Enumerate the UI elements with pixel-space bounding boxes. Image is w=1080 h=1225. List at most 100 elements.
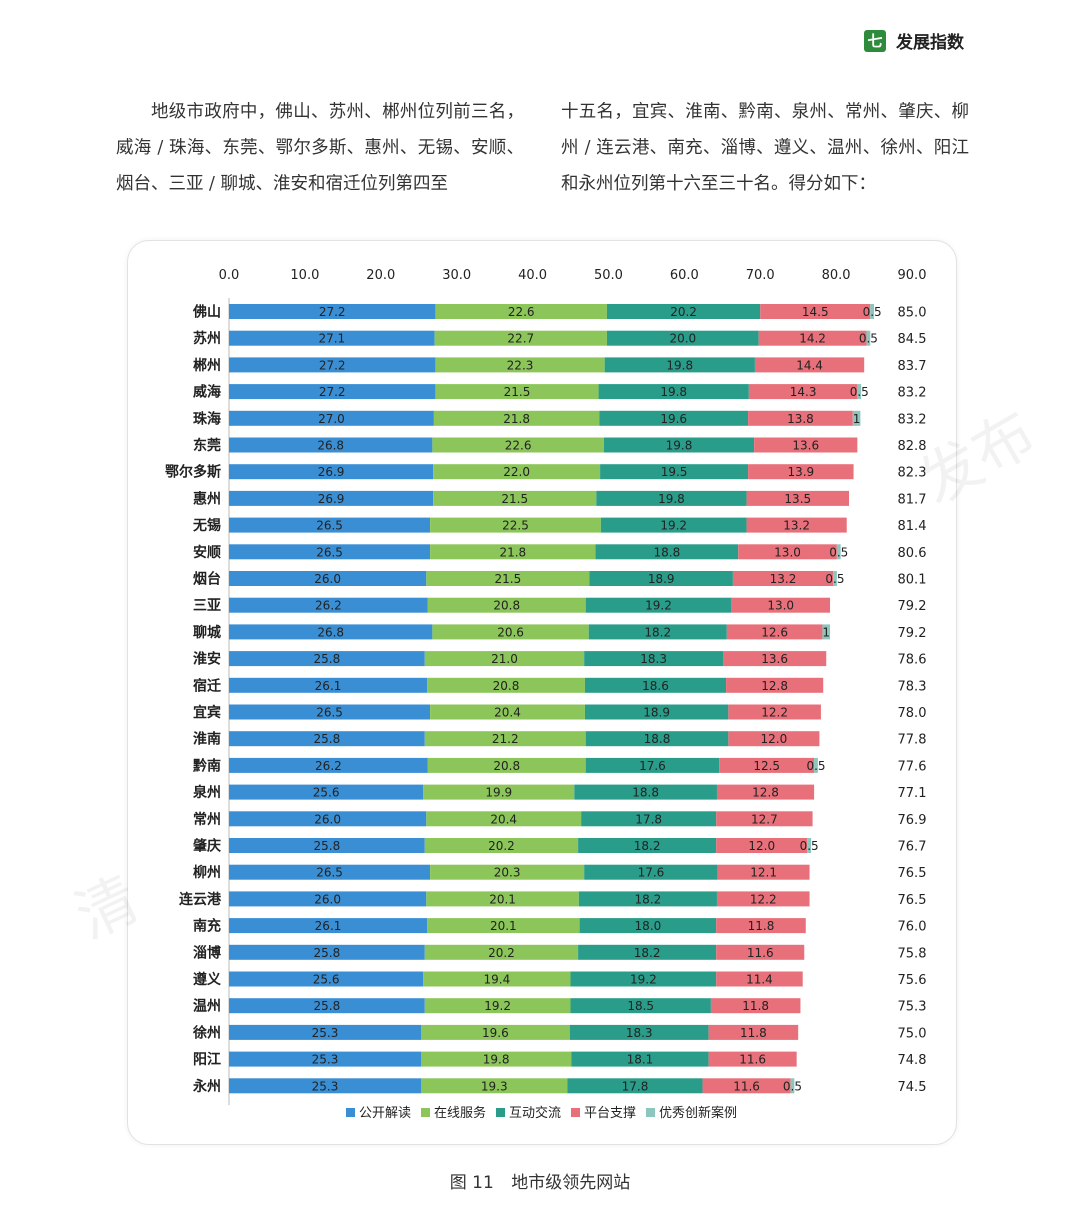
bar-segment [432,437,604,453]
data-label: 13.2 [783,519,810,533]
bar-segment [567,1078,703,1094]
data-label: 26.5 [316,545,343,559]
bar-segment [728,731,820,747]
bar-segment [569,1024,709,1040]
bar-segment [229,704,431,720]
bar-segment [585,731,729,747]
data-label: 20.0 [669,332,696,346]
category-label: 郴州 [193,357,221,374]
bar-segment [585,597,732,613]
data-label: 27.1 [318,332,345,346]
paragraph-right: 十五名，宜宾、淮南、黔南、泉州、常州、肇庆、柳州 / 连云港、南充、淄博、遵义、… [561,102,969,194]
bar-segment [229,410,434,426]
data-label: 11.4 [746,973,773,987]
data-label: 14.4 [796,358,823,372]
bar-segment [731,597,831,613]
total-label: 75.8 [898,946,927,961]
legend-swatch [346,1108,355,1117]
data-label: 27.2 [319,385,346,399]
bar-segment [229,357,436,373]
category-label: 肇庆 [193,838,221,855]
bar-segment [702,1078,791,1094]
bar-segment [719,757,815,773]
bar-segment [229,597,428,613]
total-label: 81.4 [898,519,927,534]
data-label: 17.8 [622,1079,649,1093]
data-label: 21.2 [492,732,519,746]
data-label: 25.8 [314,946,341,960]
bar-segment [748,384,858,400]
total-label: 82.8 [898,439,927,454]
data-label: 0.5 [825,572,844,586]
bar-segment [589,571,733,586]
data-label: 13.6 [792,439,819,453]
total-label: 83.2 [898,412,927,427]
bar-segment [584,864,718,880]
bar-segment [833,571,837,586]
bar-segment [229,784,424,800]
category-label: 黔南 [193,757,221,774]
bar-segment [814,757,818,773]
data-label: 18.0 [635,919,662,933]
bar-segment [604,357,755,373]
data-label: 21.8 [499,545,526,559]
data-label: 22.0 [503,465,530,479]
data-label: 12.2 [750,892,777,906]
x-tick-label: 40.0 [518,268,547,283]
data-label: 27.0 [318,412,345,426]
data-label: 19.2 [645,599,672,613]
data-label: 13.6 [761,652,788,666]
legend-swatch [421,1108,430,1117]
bar-segment [596,490,747,506]
bar-segment [754,437,858,453]
data-label: 21.5 [501,492,528,506]
bar-segment [716,971,803,987]
data-label: 11.8 [742,999,769,1013]
data-label: 11.6 [733,1079,760,1093]
bar-segment [426,571,590,586]
category-label: 宜宾 [193,704,221,721]
data-label: 26.8 [317,439,344,453]
data-label: 18.1 [627,1053,654,1067]
bar-segment [574,784,717,800]
bar-segment [748,410,853,426]
total-label: 77.8 [898,733,927,748]
total-label: 80.6 [898,546,927,561]
category-label: 烟台 [193,571,221,588]
category-label: 安顺 [193,544,221,561]
section-title: 发展指数 [896,33,964,53]
category-label: 惠州 [193,490,221,507]
bar-segment [857,384,862,400]
data-label: 14.2 [799,332,826,346]
total-label: 83.2 [898,386,927,401]
data-label: 26.5 [316,866,343,880]
bar-segment [430,704,585,720]
data-label: 21.5 [495,572,522,586]
total-label: 75.0 [898,1026,927,1041]
data-label: 18.2 [634,839,661,853]
data-label: 18.6 [642,679,669,693]
bar-segment [579,918,717,934]
bar-segment [603,437,755,453]
category-label: 泉州 [193,784,221,801]
category-label: 徐州 [192,1024,221,1041]
total-label: 79.2 [898,599,927,614]
data-label: 20.3 [494,866,521,880]
bar-segment [578,944,717,960]
data-label: 26.2 [315,599,342,613]
category-label: 遵义 [193,971,221,988]
bar-segment [790,1078,795,1094]
bar-segment [229,544,431,560]
bar-segment [598,384,749,400]
data-label: 12.8 [761,679,788,693]
bar-segment [423,784,575,800]
bar-segment [716,838,808,853]
bar-segment [807,838,812,853]
bar-segment [229,490,434,506]
category-label: 南充 [193,918,221,935]
data-label: 25.6 [313,973,340,987]
bar-segment [599,410,749,426]
data-label: 26.1 [315,679,342,693]
category-label: 珠海 [193,410,221,427]
bar-segment [229,971,424,987]
